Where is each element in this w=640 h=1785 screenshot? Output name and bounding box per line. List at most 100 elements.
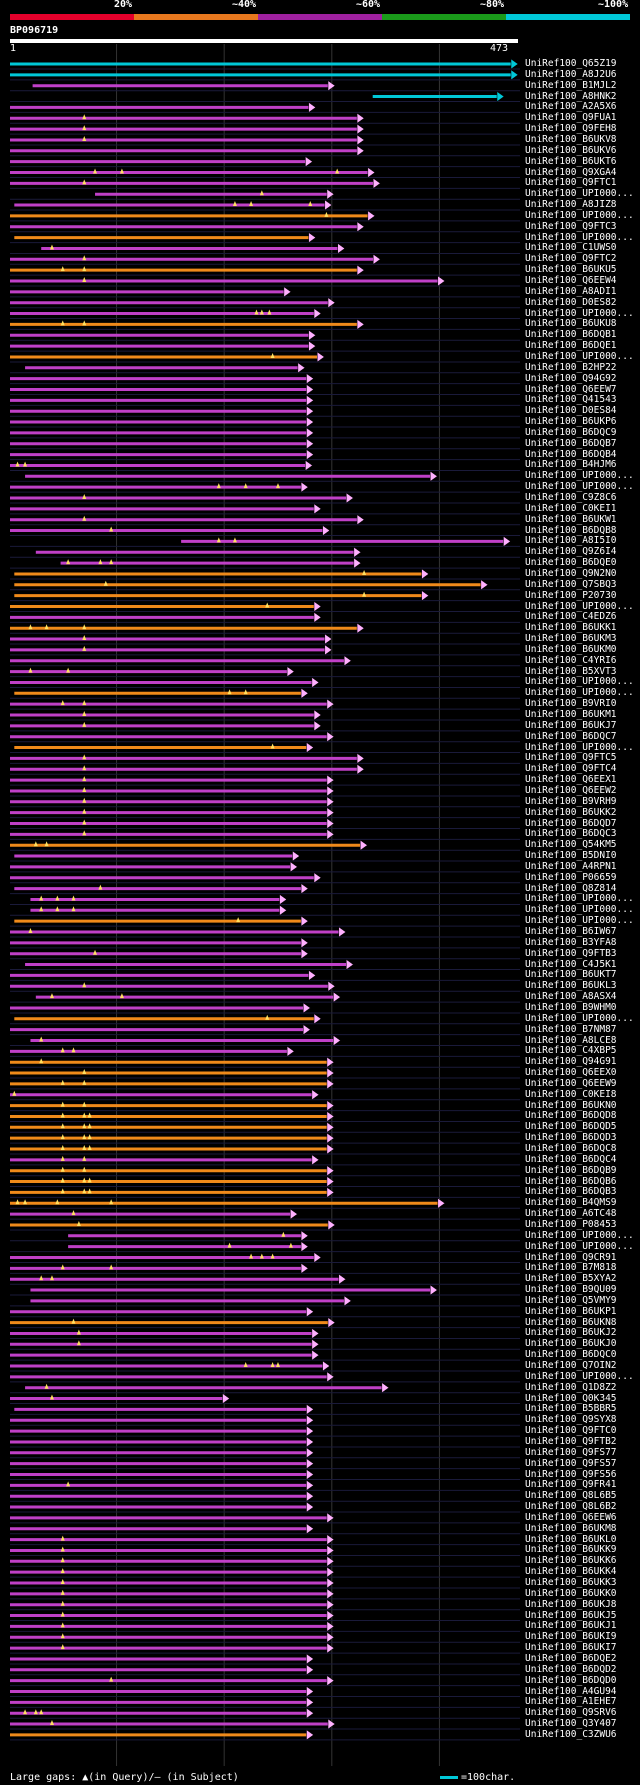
hit-label[interactable]: UniRef100_Q6EEW6 (525, 1511, 617, 1523)
hit-label[interactable]: UniRef100_Q9FTC5 (525, 752, 617, 764)
hit-label[interactable]: UniRef100_C0KEI1 (525, 502, 617, 514)
hit-label[interactable]: UniRef100_B7M818 (525, 1262, 617, 1274)
hit-label[interactable]: UniRef100_UPI000... (525, 741, 634, 753)
hit-label[interactable]: UniRef100_UPI000... (525, 904, 634, 916)
hit-label[interactable]: UniRef100_C4XBP5 (525, 1045, 617, 1057)
hit-label[interactable]: UniRef100_C9Z8C6 (525, 492, 617, 503)
hit-label[interactable]: UniRef100_UPI000... (525, 481, 634, 493)
hit-label[interactable]: UniRef100_D0ES84 (525, 405, 617, 417)
hit-label[interactable]: UniRef100_Q8L6B2 (525, 1501, 617, 1513)
hit-label[interactable]: UniRef100_B6UKV8 (525, 133, 617, 145)
hit-label[interactable]: UniRef100_B9VRH9 (525, 795, 617, 807)
hit-label[interactable]: UniRef100_Q94G92 (525, 372, 617, 384)
hit-label[interactable]: UniRef100_Q8L6B5 (525, 1490, 617, 1502)
hit-label[interactable]: UniRef100_A8LCE8 (525, 1034, 617, 1046)
hit-label[interactable]: UniRef100_B5DNI0 (525, 850, 617, 862)
hit-label[interactable]: UniRef100_C3ZWU6 (525, 1728, 617, 1740)
hit-label[interactable]: UniRef100_Q7OIN2 (525, 1360, 617, 1371)
hit-label[interactable]: UniRef100_B6DQD0 (525, 1674, 617, 1686)
hit-label[interactable]: UniRef100_A4RPN1 (525, 860, 617, 872)
hit-label[interactable]: UniRef100_A8I5I0 (525, 535, 617, 547)
hit-label[interactable]: UniRef100_B6UKK9 (525, 1544, 617, 1556)
hit-label[interactable]: UniRef100_B6DQB4 (525, 448, 617, 460)
hit-label[interactable]: UniRef100_B2HP22 (525, 361, 617, 373)
hit-label[interactable]: UniRef100_B6UKL3 (525, 980, 617, 992)
hit-label[interactable]: UniRef100_UPI000... (525, 1229, 634, 1241)
hit-label[interactable]: UniRef100_B6UKI7 (525, 1642, 617, 1654)
hit-label[interactable]: UniRef100_B6DQB9 (525, 1164, 617, 1176)
hit-label[interactable]: UniRef100_Q6EEX1 (525, 774, 617, 786)
hit-label[interactable]: UniRef100_C4J5K1 (525, 958, 617, 970)
hit-label[interactable]: UniRef100_Q9XGA4 (525, 166, 617, 178)
hit-label[interactable]: UniRef100_A8J2U6 (525, 68, 617, 80)
hit-label[interactable]: UniRef100_Q9FS56 (525, 1468, 617, 1480)
hit-label[interactable]: UniRef100_Q9FUA1 (525, 112, 617, 124)
hit-label[interactable]: UniRef100_B6UKJ8 (525, 1598, 617, 1610)
hit-label[interactable]: UniRef100_Q9Z6I4 (525, 546, 617, 558)
hit-label[interactable]: UniRef100_B5BBR5 (525, 1403, 617, 1415)
hit-label[interactable]: UniRef100_C1UWS0 (525, 242, 617, 254)
hit-label[interactable]: UniRef100_B6DQD7 (525, 817, 617, 829)
hit-label[interactable]: UniRef100_Q9FR41 (525, 1479, 617, 1491)
hit-label[interactable]: UniRef100_B6UKJ2 (525, 1327, 617, 1339)
hit-label[interactable]: UniRef100_A8JIZ8 (525, 199, 617, 211)
hit-label[interactable]: UniRef100_Q9SYX8 (525, 1414, 617, 1426)
hit-label[interactable]: UniRef100_UPI000... (525, 307, 634, 319)
hit-label[interactable]: UniRef100_UPI000... (525, 1370, 634, 1382)
hit-label[interactable]: UniRef100_B9QU09 (525, 1284, 617, 1296)
hit-label[interactable]: UniRef100_B4QMS9 (525, 1197, 617, 1209)
hit-label[interactable]: UniRef100_B6UKM8 (525, 1522, 617, 1534)
hit-label[interactable]: UniRef100_B6UKK6 (525, 1555, 617, 1567)
hit-label[interactable]: UniRef100_B6DQE0 (525, 557, 617, 569)
hit-label[interactable]: UniRef100_UPI000... (525, 687, 634, 699)
hit-label[interactable]: UniRef100_B6UKV6 (525, 144, 617, 156)
hit-label[interactable]: UniRef100_P08453 (525, 1218, 617, 1230)
hit-label[interactable]: UniRef100_Q65Z19 (525, 58, 617, 69)
hit-label[interactable]: UniRef100_B6DQC9 (525, 426, 617, 438)
hit-label[interactable]: UniRef100_UPI000... (525, 188, 634, 200)
hit-label[interactable]: UniRef100_UPI000... (525, 915, 634, 927)
hit-label[interactable]: UniRef100_B6UKT7 (525, 969, 617, 981)
hit-label[interactable]: UniRef100_B6DQC4 (525, 1153, 617, 1165)
hit-label[interactable]: UniRef100_B6UKP1 (525, 1305, 617, 1317)
hit-label[interactable]: UniRef100_B6DQC3 (525, 828, 617, 840)
hit-label[interactable]: UniRef100_Q6EEW2 (525, 784, 617, 796)
hit-label[interactable]: UniRef100_B6UKW1 (525, 513, 617, 525)
hit-label[interactable]: UniRef100_B6UKM3 (525, 633, 617, 645)
hit-label[interactable]: UniRef100_Q9FTB2 (525, 1435, 617, 1447)
hit-label[interactable]: UniRef100_B6DQE1 (525, 340, 617, 352)
hit-label[interactable]: UniRef100_B5XYA2 (525, 1273, 617, 1285)
hit-label[interactable]: UniRef100_C4EDZ6 (525, 611, 617, 623)
hit-label[interactable]: UniRef100_Q94G91 (525, 1056, 617, 1068)
hit-label[interactable]: UniRef100_B6UKU5 (525, 264, 617, 276)
hit-label[interactable]: UniRef100_UPI000... (525, 1240, 634, 1252)
hit-label[interactable]: UniRef100_B6DQB7 (525, 437, 617, 449)
hit-label[interactable]: UniRef100_Q9FTC0 (525, 1425, 617, 1437)
hit-label[interactable]: UniRef100_Q9N2N0 (525, 567, 617, 579)
hit-label[interactable]: UniRef100_Q9FTC4 (525, 763, 617, 775)
hit-label[interactable]: UniRef100_A8ADI1 (525, 285, 617, 297)
hit-label[interactable]: UniRef100_B6UKJ0 (525, 1338, 617, 1350)
hit-label[interactable]: UniRef100_UPI000... (525, 350, 634, 362)
hit-label[interactable]: UniRef100_UPI000... (525, 676, 634, 688)
hit-label[interactable]: UniRef100_B9VRI0 (525, 698, 617, 710)
hit-label[interactable]: UniRef100_B6UKJ7 (525, 719, 617, 731)
hit-label[interactable]: UniRef100_B6UKM1 (525, 709, 617, 720)
hit-label[interactable]: UniRef100_B6UKJ5 (525, 1609, 617, 1621)
hit-label[interactable]: UniRef100_A4GU94 (525, 1685, 617, 1697)
hit-label[interactable]: UniRef100_B6DQB8 (525, 524, 617, 536)
hit-label[interactable]: UniRef100_P20730 (525, 589, 617, 601)
hit-label[interactable]: UniRef100_Q9FTC2 (525, 253, 617, 265)
hit-label[interactable]: UniRef100_B4HJM6 (525, 459, 617, 471)
hit-label[interactable]: UniRef100_B6UKL0 (525, 1533, 617, 1545)
hit-label[interactable]: UniRef100_B6DQD2 (525, 1663, 617, 1675)
hit-label[interactable]: UniRef100_B5XVT3 (525, 665, 617, 677)
hit-label[interactable]: UniRef100_UPI000... (525, 209, 634, 221)
hit-label[interactable]: UniRef100_Q8Z814 (525, 882, 617, 894)
hit-label[interactable]: UniRef100_B1MJL2 (525, 79, 617, 91)
hit-label[interactable]: UniRef100_Q5VMY9 (525, 1294, 617, 1306)
hit-label[interactable]: UniRef100_Q3Y407 (525, 1718, 617, 1730)
hit-label[interactable]: UniRef100_Q6EEW9 (525, 1077, 617, 1089)
hit-label[interactable]: UniRef100_B6DQD5 (525, 1121, 617, 1133)
hit-label[interactable]: UniRef100_B3YFA8 (525, 936, 617, 948)
